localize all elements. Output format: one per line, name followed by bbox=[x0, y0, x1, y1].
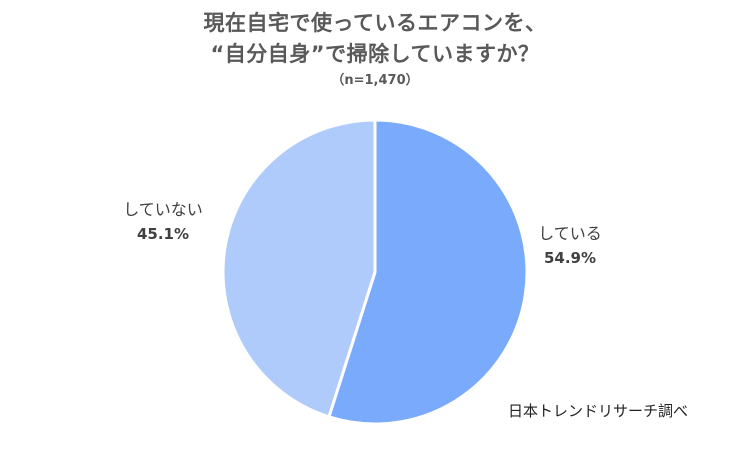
chart-title-line-2: “自分自身”で掃除していますか？ bbox=[210, 42, 540, 66]
slice-name-shiteinai: していない bbox=[123, 200, 203, 219]
slice-value-shiteinai: 45.1% bbox=[136, 225, 190, 243]
chart-title-line-1: 現在自宅で使っているエアコンを、 bbox=[203, 11, 547, 35]
pie-slice-shiteiru bbox=[327, 118, 529, 426]
slice-name-shiteiru: している bbox=[538, 224, 602, 243]
slice-label-shiteiru: している 54.9% bbox=[520, 222, 620, 270]
slice-label-shiteinai: していない 45.1% bbox=[108, 198, 218, 246]
slice-value-shiteiru: 54.9% bbox=[543, 249, 597, 267]
chart-title-block: 現在自宅で使っているエアコンを、 “自分自身”で掃除していますか？ （n=1,4… bbox=[0, 8, 750, 92]
pie-slice-shiteinai bbox=[221, 118, 377, 419]
chart-subtitle: （n=1,470） bbox=[331, 73, 419, 88]
source-note: 日本トレンドリサーチ調べ bbox=[508, 402, 689, 420]
